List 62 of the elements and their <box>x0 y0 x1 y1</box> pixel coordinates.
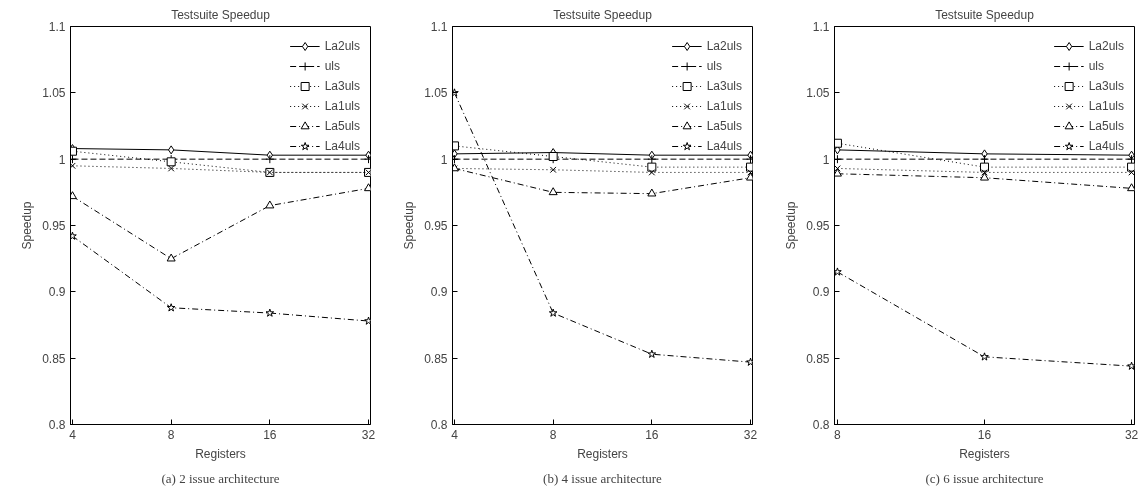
x-axis-title: Registers <box>959 446 1010 461</box>
legend-label: La3uls <box>706 79 742 93</box>
y-tick-label: 1.05 <box>424 86 448 101</box>
x-tick-label: 16 <box>263 427 277 442</box>
y-tick-label: 1.05 <box>806 86 830 101</box>
y-axis-title: Speedup <box>20 201 35 250</box>
x-tick-label: 8 <box>549 427 557 442</box>
text: (a) 2 issue architecture <box>161 470 280 486</box>
legend-label: La5uls <box>706 119 742 133</box>
y-tick-label: 0.95 <box>42 219 66 233</box>
legend-label: La4uls <box>1088 139 1124 153</box>
x-tick-label: 4 <box>69 427 77 442</box>
x-axis-title: Registers <box>195 446 246 461</box>
x-axis-title: Registers <box>577 446 628 461</box>
y-tick-label: 0.85 <box>806 351 830 366</box>
x-tick-label: 8 <box>834 427 842 442</box>
legend-label: La3uls <box>1088 79 1124 93</box>
legend-label: La2uls <box>706 39 742 53</box>
text: (c) 6 issue architecture <box>925 470 1044 486</box>
x-tick-label: 32 <box>743 427 758 442</box>
chart-title: Testsuite Speedup <box>171 7 271 22</box>
legend-label: La1uls <box>706 99 742 113</box>
x-tick-label: 32 <box>361 427 376 442</box>
y-tick-label: 1.05 <box>42 86 66 101</box>
y-tick-label: 0.9 <box>812 285 830 300</box>
y-tick-label: 0.8 <box>812 418 830 432</box>
legend-label: La4uls <box>706 139 742 153</box>
y-tick-label: 0.85 <box>42 351 66 366</box>
legend-label: La2uls <box>1088 39 1124 53</box>
legend-label: La1uls <box>1088 99 1124 113</box>
chart-title: Testsuite Speedup <box>553 7 653 22</box>
y-tick-label: 1.1 <box>48 20 66 34</box>
text: (b) 4 issue architecture <box>543 470 663 486</box>
y-tick-label: 0.9 <box>430 285 448 300</box>
x-tick-label: 4 <box>451 427 459 442</box>
legend-label: La3uls <box>324 79 360 93</box>
legend-label: La1uls <box>324 99 360 113</box>
y-tick-label: 0.9 <box>48 285 66 300</box>
x-tick-label: 16 <box>977 427 992 442</box>
y-tick-label: 1 <box>58 152 66 167</box>
y-tick-label: 0.95 <box>424 219 448 233</box>
y-tick-label: 1 <box>440 152 448 167</box>
legend-label: uls <box>1088 59 1105 73</box>
legend-label: La5uls <box>324 119 360 133</box>
legend-label: La5uls <box>1088 119 1124 133</box>
chart-title: Testsuite Speedup <box>935 7 1035 22</box>
y-axis-title: Speedup <box>784 201 799 250</box>
y-tick-label: 0.8 <box>48 418 66 432</box>
x-tick-label: 32 <box>1124 427 1139 442</box>
y-axis-title: Speedup <box>402 201 417 250</box>
y-tick-label: 1.1 <box>430 20 448 34</box>
legend-label: La2uls <box>324 39 360 53</box>
legend-label: uls <box>324 59 341 73</box>
y-tick-label: 1.1 <box>812 20 830 34</box>
x-tick-label: 16 <box>645 427 659 442</box>
y-tick-label: 0.8 <box>430 418 448 432</box>
y-tick-label: 1 <box>822 152 830 167</box>
y-tick-label: 0.95 <box>806 219 830 233</box>
y-tick-label: 0.85 <box>424 351 448 366</box>
legend-label: uls <box>706 59 723 73</box>
x-tick-label: 8 <box>167 427 175 442</box>
legend-label: La4uls <box>324 139 360 153</box>
